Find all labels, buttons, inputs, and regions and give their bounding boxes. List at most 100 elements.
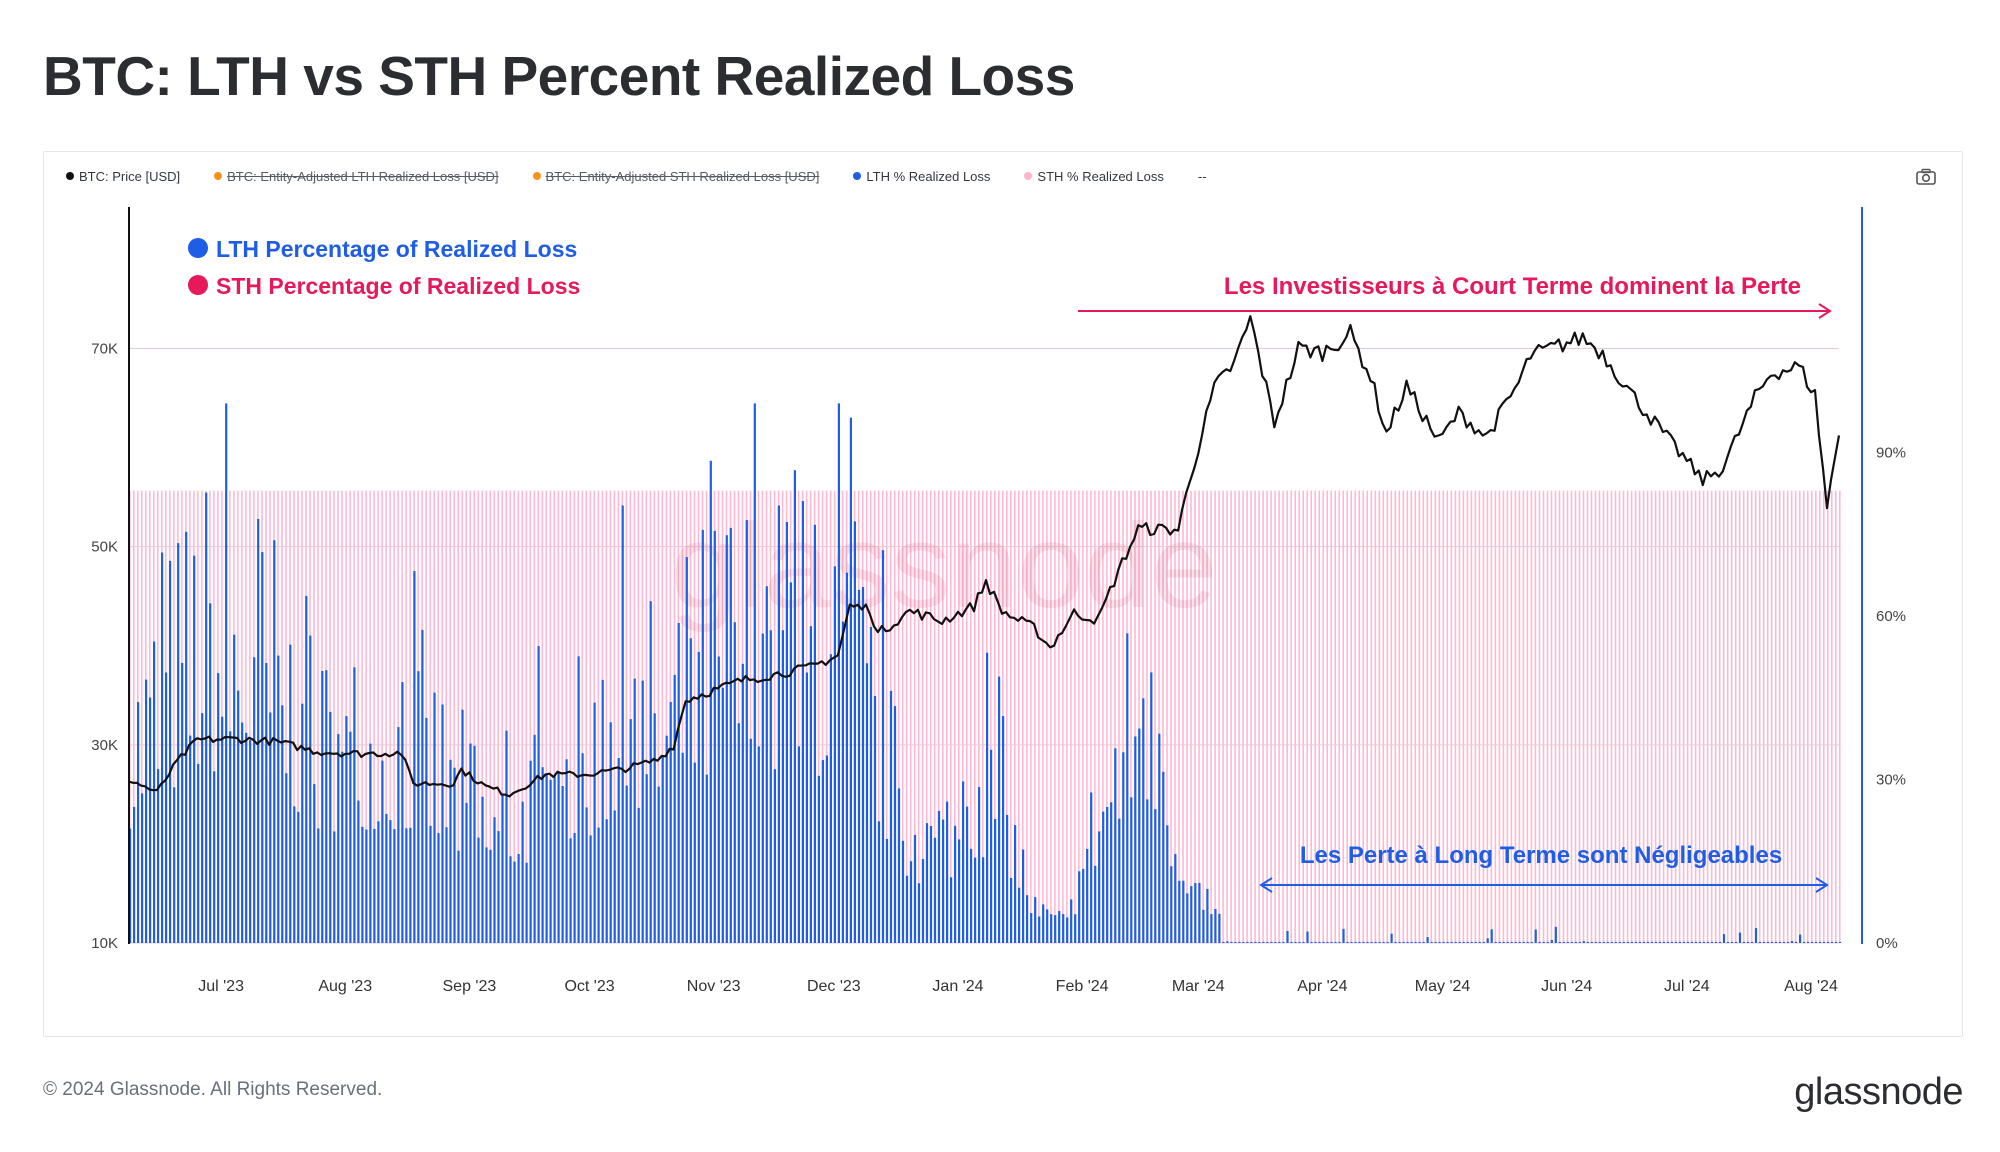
sth-bar xyxy=(465,490,467,943)
lth-bar xyxy=(1650,941,1653,943)
lth-bar xyxy=(853,521,856,943)
sth-bar xyxy=(1658,490,1661,943)
x-tick-label: Jul '24 xyxy=(1664,978,1710,995)
sth-bar xyxy=(249,490,251,943)
sth-bar xyxy=(978,490,980,943)
sth-bar xyxy=(1074,490,1076,943)
lth-bar xyxy=(221,716,224,943)
sth-bar xyxy=(1038,490,1040,943)
lth-bar xyxy=(1234,941,1237,943)
sth-bar xyxy=(1218,490,1220,943)
sth-bar xyxy=(1302,490,1304,943)
sth-bar xyxy=(1262,490,1264,943)
sth-bar xyxy=(773,490,776,943)
sth-bar xyxy=(445,490,447,943)
sth-bar xyxy=(1046,490,1048,943)
sth-bar xyxy=(681,490,684,943)
lth-bar xyxy=(837,403,840,943)
sth-bar xyxy=(1106,490,1108,943)
legend-item[interactable]: -- xyxy=(1198,169,1207,184)
lth-bar xyxy=(1402,941,1405,943)
lth-bar xyxy=(321,671,324,943)
lth-bar xyxy=(1230,941,1233,943)
lth-bar xyxy=(469,743,472,943)
sth-bar xyxy=(1058,490,1060,943)
lth-bar xyxy=(1558,941,1561,943)
lth-bar xyxy=(1082,868,1085,943)
lth-bar xyxy=(1274,941,1277,943)
lth-bar xyxy=(677,622,680,943)
sth-bar xyxy=(1722,490,1725,943)
lth-bar xyxy=(1510,941,1513,943)
legend-item[interactable]: STH % Realized Loss xyxy=(1024,169,1164,184)
lth-bar xyxy=(1823,941,1826,943)
sth-bar xyxy=(449,490,451,943)
lth-bar xyxy=(405,828,408,943)
lth-bar xyxy=(1666,941,1669,943)
sth-bar xyxy=(1122,490,1124,943)
lth-bar xyxy=(1330,941,1333,943)
lth-bar xyxy=(273,540,276,943)
sth-bar xyxy=(1202,490,1204,943)
lth-bar xyxy=(693,762,696,943)
lth-bar xyxy=(1366,941,1369,943)
lth-bar xyxy=(465,802,468,943)
sth-bar xyxy=(905,490,908,943)
x-tick-label: Jul '23 xyxy=(198,978,244,995)
annotations: LTH Percentage of Realized Loss STH Perc… xyxy=(188,236,1832,893)
lth-bar xyxy=(1322,941,1325,943)
lth-bar xyxy=(685,557,688,943)
sth-bar xyxy=(817,490,820,943)
legend-item[interactable]: BTC: Entity-Adjusted STH Realized Loss [… xyxy=(532,169,819,184)
camera-icon[interactable] xyxy=(1914,166,1938,188)
y-right-tick-label: 90% xyxy=(1876,445,1906,462)
sth-bar xyxy=(1514,490,1517,943)
lth-bar xyxy=(129,828,132,943)
sth-bar xyxy=(1634,490,1637,943)
lth-bar xyxy=(1794,941,1798,943)
lth-bar xyxy=(217,673,220,943)
lth-bar xyxy=(617,758,620,943)
legend-item[interactable]: BTC: Entity-Adjusted LTH Realized Loss [… xyxy=(214,169,499,184)
glassnode-logo[interactable]: glassnode xyxy=(1794,1071,1963,1113)
lth-bar xyxy=(481,796,484,943)
lth-bar xyxy=(1394,941,1397,943)
sth-bar xyxy=(921,490,924,943)
lth-bar xyxy=(493,817,496,943)
sth-bar xyxy=(1790,490,1793,943)
lth-bar xyxy=(249,740,252,943)
sth-bar xyxy=(1050,490,1052,943)
sth-bar xyxy=(1614,490,1617,943)
lth-bar xyxy=(585,807,588,943)
sth-bar xyxy=(1754,490,1757,943)
lth-bar xyxy=(1514,941,1517,943)
sth-bar xyxy=(1254,490,1256,943)
sth-bar xyxy=(1474,490,1477,943)
lth-bar xyxy=(958,839,961,943)
lth-bar xyxy=(925,823,929,943)
lth-bar xyxy=(1506,941,1509,943)
sth-bar xyxy=(950,490,952,943)
sth-bar xyxy=(1398,490,1401,943)
sth-bar xyxy=(545,490,548,943)
lth-bar xyxy=(181,663,184,943)
lth-bar xyxy=(1502,941,1505,943)
sth-bar xyxy=(1835,490,1837,943)
sth-bar xyxy=(1782,490,1785,943)
lth-bar xyxy=(453,767,456,943)
sth-bar xyxy=(609,490,612,943)
legend-item[interactable]: BTC: Price [USD] xyxy=(66,169,180,184)
sth-bar xyxy=(1786,490,1789,943)
legend-item[interactable]: LTH % Realized Loss xyxy=(853,169,990,184)
lth-bar xyxy=(237,690,240,943)
lth-bar xyxy=(229,731,232,943)
lth-bar xyxy=(785,522,788,943)
sth-bar xyxy=(409,490,411,943)
sth-bar xyxy=(1034,490,1036,943)
x-tick-label: Jun '24 xyxy=(1541,978,1592,995)
sth-bar xyxy=(1638,490,1641,943)
lth-bar xyxy=(1386,941,1389,943)
lth-bar xyxy=(1738,932,1742,943)
sth-bar xyxy=(1362,490,1364,943)
lth-negligible-annotation: Les Perte à Long Terme sont Négligeables xyxy=(1300,842,1782,869)
